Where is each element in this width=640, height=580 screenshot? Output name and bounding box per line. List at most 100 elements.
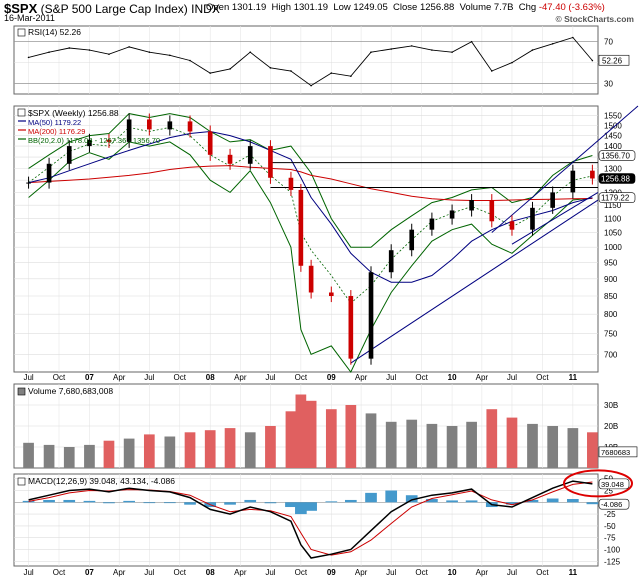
macd-y-tick-label: -25 [604,510,616,519]
rsi-point [269,67,272,69]
macd-highlight-ellipse [563,469,633,498]
price-legend-box [17,108,26,117]
rsi-point [431,49,433,51]
macd-histogram-bar [123,500,135,503]
rsi-point [148,51,151,53]
rsi-point [511,61,513,64]
volume-bar [506,417,518,468]
volume-bar [244,432,256,468]
macd-x-tick-label: Apr [234,568,247,577]
volume-bar [466,421,477,468]
macd-y-tick-label: -75 [604,534,616,543]
price-legend-entry: BB(20,2.0) 1178.03 - 1267.36 - 1356.70 [28,136,160,145]
symbol-title: $SPX (S&P 500 Large Cap Index) INDX [4,1,220,16]
bb-lower-line [28,141,593,373]
volume-bar [23,442,34,468]
credit-text: StockCharts.com [564,14,634,24]
high-value: 1301.19 [293,2,329,13]
price-y-tick-label: 850 [604,292,618,301]
price-x-tick-label: Oct [295,373,308,382]
macd-histogram-bar [305,502,317,511]
rsi-point [169,54,171,57]
macd-x-tick-label: Apr [355,568,368,577]
rsi-point [48,51,50,53]
macd-histogram-bar [285,502,297,508]
price-y-tick-label: 750 [604,330,618,339]
price-x-tick-label: Jul [144,373,154,382]
volume-legend: Volume 7,680,683,008 [28,386,113,396]
price-bar-body [530,207,535,230]
price-y-tick-label: 1400 [604,142,622,151]
price-bar-body [570,170,576,193]
x-axis: Jul Jul Oct Oct 07 07 Apr Apr Jul Jul Oct Oct 08 08 Ap… [23,373,577,577]
price-bar-body [429,218,435,230]
macd-x-tick-label: 10 [448,568,457,577]
price-x-tick-label: 09 [327,373,336,382]
price-x-tick-label: Jul [23,373,33,382]
macd-histogram-bar [344,499,357,503]
price-bar-body [46,163,52,183]
high-label: High [271,2,292,13]
volume-y-tick-label: 30B [604,401,618,410]
chg-label: Chg [518,2,537,13]
macd-y-tick-label: -125 [604,557,621,566]
rsi-legend-swatch [17,28,26,37]
quote-line: Open 1301.19 High 1301.19 Low 1249.05 Cl… [206,2,605,13]
macd-x-tick-label: Apr [113,568,126,577]
volume-bar [305,400,317,468]
volume-bar [285,411,297,468]
macd-x-tick-label: Jul [386,568,396,577]
price-legend-entry: $SPX (Weekly) 1256.88 [28,108,119,118]
macd-histogram-bar [184,502,196,505]
volume-bar [426,423,438,468]
macd-x-tick-label: Jul [507,568,517,577]
price-bar-body [106,139,112,142]
macd-y-tick-label: -50 [604,522,616,531]
rsi-point [310,84,312,87]
volume-bar [184,432,196,468]
price-bar-body [227,154,233,164]
price-y-tick-label: 1150 [604,201,622,210]
price-last-value-box [598,192,636,203]
price-bar-body [328,292,334,297]
macd-x-tick-label: Jul [23,568,33,577]
macd-x-tick-label: Oct [415,568,428,577]
macd-histogram-bar [567,499,579,503]
rsi-point [370,51,372,53]
rsi-last-value-box [598,54,630,66]
price-y-tick-label: 950 [604,259,618,268]
price-last-value-box [598,150,636,161]
rsi-point [591,59,594,62]
macd-legend: MACD(12,26,9) 39.048, 43.134, -4.086 [28,476,175,486]
macd-last-value: 39.048 [601,480,624,489]
price-y-tick-label: 900 [604,275,618,284]
bb-middle-line [28,126,593,304]
price-bar-body [469,200,474,211]
price-bar-body [207,131,213,155]
chart-date: 16-Mar-2011 [4,13,55,23]
macd-histogram-bar [526,499,539,503]
macd-histogram-bar [586,502,599,505]
support-trendline [350,199,599,364]
macd-histogram-bar [83,500,96,503]
price-last-value: 1256.88 [601,175,630,184]
volume-bar [325,409,337,468]
price-y-tick-label: 700 [604,350,618,359]
price-bar-body [187,121,193,132]
price-y-tick-label: 800 [604,310,618,319]
volume-bar [547,426,559,468]
macd-legend-swatch [17,477,26,486]
rsi-point [27,56,30,59]
volume-bar [43,444,55,468]
volume-bar [164,436,176,468]
index-name: (S&P 500 Large Cap Index) [40,2,188,16]
price-last-value: 1179.22 [601,194,630,203]
rsi-point [572,36,574,39]
macd-histogram-bar [325,501,338,503]
price-bar-body [247,146,253,164]
volume-bar [123,438,135,468]
volume-bar [486,409,498,468]
macd-x-tick-label: 11 [569,568,578,577]
